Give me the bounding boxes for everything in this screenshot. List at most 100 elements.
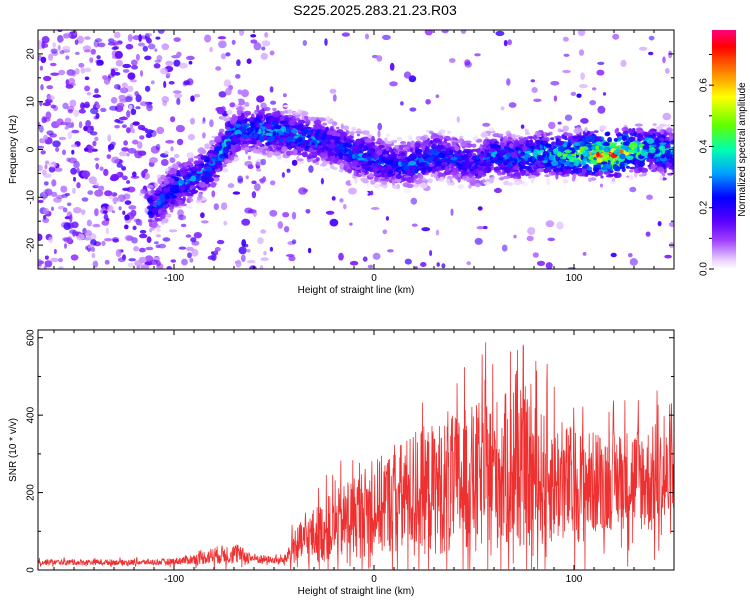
spectrogram-cell bbox=[190, 117, 195, 125]
spectrogram-cell bbox=[236, 133, 242, 138]
spectrogram-cell bbox=[144, 32, 153, 37]
spectrogram-cell bbox=[95, 112, 100, 119]
spectrogram-cell bbox=[621, 126, 629, 132]
spectrogram-cell bbox=[365, 138, 372, 144]
spectrogram-cell bbox=[141, 127, 148, 131]
spectrogram-cell bbox=[128, 104, 133, 110]
spectrogram-cell bbox=[119, 87, 129, 94]
spectrogram-cell bbox=[108, 38, 115, 43]
spectrogram-cell bbox=[610, 252, 617, 258]
spectrogram-cell bbox=[155, 234, 161, 238]
spectrogram-cell bbox=[305, 209, 311, 214]
spectrogram-cell bbox=[429, 250, 433, 257]
spectrogram-cell bbox=[489, 143, 498, 150]
spectrogram-cell bbox=[357, 162, 362, 167]
spectrogram-cell bbox=[394, 167, 400, 172]
spectrogram-cell bbox=[576, 93, 582, 98]
spectrogram-cell bbox=[547, 237, 555, 242]
spectrogram-cell bbox=[41, 116, 47, 124]
spectrogram-cell bbox=[126, 153, 130, 157]
spectrogram-cell bbox=[272, 111, 280, 118]
spectrogram-cell bbox=[562, 143, 567, 148]
spectrogram-cell bbox=[654, 139, 661, 145]
spectrogram-cell bbox=[639, 46, 648, 51]
spectrogram-cell bbox=[500, 186, 504, 190]
spectrogram-cell bbox=[441, 159, 450, 163]
spectrogram-cell bbox=[572, 166, 576, 173]
spectrogram-cell bbox=[173, 189, 180, 194]
spectrogram-cell bbox=[513, 181, 522, 186]
spectrogram-cell bbox=[562, 153, 568, 157]
spectrogram-cell bbox=[165, 72, 171, 77]
spectrogram-cell bbox=[500, 172, 506, 175]
spectrogram-cell bbox=[110, 141, 116, 147]
spectrogram-cell bbox=[121, 147, 129, 152]
spectrogram-cell bbox=[234, 104, 239, 108]
spectrogram-cell bbox=[58, 136, 67, 141]
spectrogram-cell bbox=[499, 142, 505, 146]
spectrogram-cell bbox=[589, 159, 598, 164]
spectrogram-cell bbox=[179, 167, 186, 172]
spectrogram-cell bbox=[366, 162, 373, 166]
spectrogram-cell bbox=[385, 216, 389, 221]
spectrogram-cell bbox=[408, 156, 413, 160]
spectrogram-cell bbox=[339, 162, 344, 168]
spectrogram-cell bbox=[234, 129, 243, 136]
spectrogram-cell bbox=[225, 130, 233, 136]
spectrogram-cell bbox=[164, 150, 169, 155]
spectrogram-cell bbox=[352, 175, 358, 179]
spectrogram-cell bbox=[619, 163, 626, 167]
spectrogram-cell bbox=[303, 145, 311, 149]
spectrogram-cell bbox=[169, 194, 174, 199]
spectrogram-cell bbox=[90, 247, 96, 252]
spectrogram-cell bbox=[59, 37, 64, 42]
spectrogram-cell bbox=[410, 197, 418, 205]
spectrogram-cell bbox=[629, 141, 638, 149]
spectrogram-cell bbox=[230, 142, 238, 145]
spectrogram-cell bbox=[406, 141, 411, 147]
spectrogram-cell bbox=[404, 258, 412, 265]
spectrogram-cell bbox=[648, 51, 654, 56]
spectrogram-cell bbox=[101, 240, 106, 247]
spectrogram-cell bbox=[111, 156, 120, 164]
spectrogram-cell bbox=[434, 171, 439, 177]
spectrogram-cell bbox=[54, 167, 63, 172]
spectrogram-cell bbox=[416, 128, 422, 135]
spectrogram-cell bbox=[276, 98, 281, 104]
spectrogram-cell bbox=[186, 246, 194, 252]
spectrogram-cell bbox=[72, 187, 76, 194]
spectrogram-cell bbox=[219, 153, 224, 159]
spectrogram-cell bbox=[235, 122, 241, 128]
spectrogram-cell bbox=[435, 167, 444, 171]
spectrogram-cell bbox=[208, 141, 217, 144]
spectrogram-cell bbox=[255, 117, 262, 122]
spectrogram-cell bbox=[249, 265, 257, 269]
spectrogram-cell bbox=[253, 133, 259, 139]
spectrogram-cell bbox=[174, 203, 180, 207]
spectrogram-cell bbox=[261, 40, 271, 47]
spectrogram-cell bbox=[262, 149, 267, 155]
spectrogram-cell bbox=[62, 207, 68, 213]
spectrogram-cell bbox=[335, 126, 340, 130]
spectrogram-cell bbox=[515, 135, 521, 138]
spectrogram-cell bbox=[225, 52, 231, 57]
spectrogram-cell bbox=[101, 220, 110, 226]
spectrogram-cell bbox=[146, 184, 154, 189]
spectrogram-cell bbox=[461, 170, 467, 176]
spectrogram-cell bbox=[122, 187, 130, 191]
spectrogram-cell bbox=[321, 140, 327, 147]
spectrogram-cell bbox=[384, 137, 388, 143]
spectrogram-cell bbox=[318, 145, 323, 149]
spectrogram-cell bbox=[448, 164, 452, 168]
spectrogram-cell bbox=[218, 40, 227, 49]
spectrogram-cell bbox=[42, 43, 49, 48]
spectrogram-cell bbox=[65, 84, 74, 89]
spectrogram-cell bbox=[46, 85, 54, 90]
spectrogram-cell bbox=[403, 71, 412, 79]
spectrogram-cell bbox=[428, 163, 435, 167]
spectrogram-cell bbox=[190, 175, 196, 182]
spectrogram-cell bbox=[433, 154, 439, 161]
spectrogram-cell bbox=[176, 97, 181, 105]
spectrogram-cell bbox=[297, 146, 301, 152]
